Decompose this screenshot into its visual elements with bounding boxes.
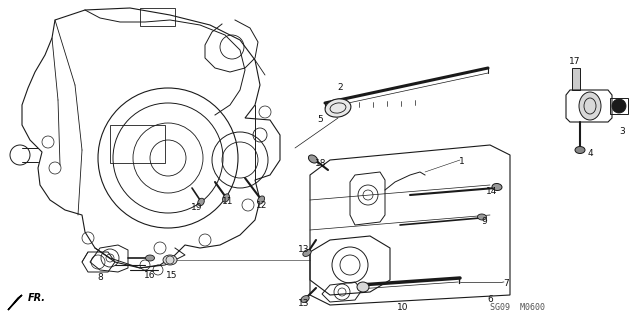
Text: SG09  M0600: SG09 M0600 <box>490 303 545 313</box>
Ellipse shape <box>301 296 309 302</box>
Text: 17: 17 <box>569 57 580 66</box>
Ellipse shape <box>303 249 311 256</box>
Text: 16: 16 <box>144 271 156 279</box>
Text: 9: 9 <box>481 218 487 226</box>
Ellipse shape <box>163 255 177 265</box>
Ellipse shape <box>575 146 585 153</box>
Text: 7: 7 <box>503 279 509 288</box>
Ellipse shape <box>257 196 264 204</box>
Text: 1: 1 <box>459 158 465 167</box>
Text: 8: 8 <box>97 273 103 283</box>
Bar <box>140 8 175 26</box>
Text: 5: 5 <box>317 115 323 124</box>
Ellipse shape <box>198 198 204 206</box>
Text: 13: 13 <box>298 246 310 255</box>
Text: 12: 12 <box>256 201 268 210</box>
Text: 10: 10 <box>397 303 409 313</box>
Text: 13: 13 <box>298 300 310 308</box>
Text: 14: 14 <box>486 187 498 196</box>
Text: 3: 3 <box>619 128 625 137</box>
Ellipse shape <box>145 255 154 261</box>
Bar <box>572 68 580 90</box>
Text: 15: 15 <box>166 271 178 280</box>
Bar <box>610 98 628 114</box>
Bar <box>110 125 165 163</box>
Text: 4: 4 <box>587 149 593 158</box>
Ellipse shape <box>357 282 369 292</box>
Text: 18: 18 <box>316 159 327 167</box>
Ellipse shape <box>492 183 502 190</box>
Text: FR.: FR. <box>28 293 46 303</box>
Text: 6: 6 <box>487 295 493 305</box>
Text: 19: 19 <box>191 204 203 212</box>
Circle shape <box>612 99 626 113</box>
Ellipse shape <box>223 194 229 202</box>
Text: 2: 2 <box>337 84 343 93</box>
Ellipse shape <box>579 92 601 120</box>
Text: 11: 11 <box>222 197 234 206</box>
Ellipse shape <box>477 214 486 220</box>
Polygon shape <box>8 295 22 310</box>
Ellipse shape <box>308 155 317 163</box>
Ellipse shape <box>325 99 351 117</box>
